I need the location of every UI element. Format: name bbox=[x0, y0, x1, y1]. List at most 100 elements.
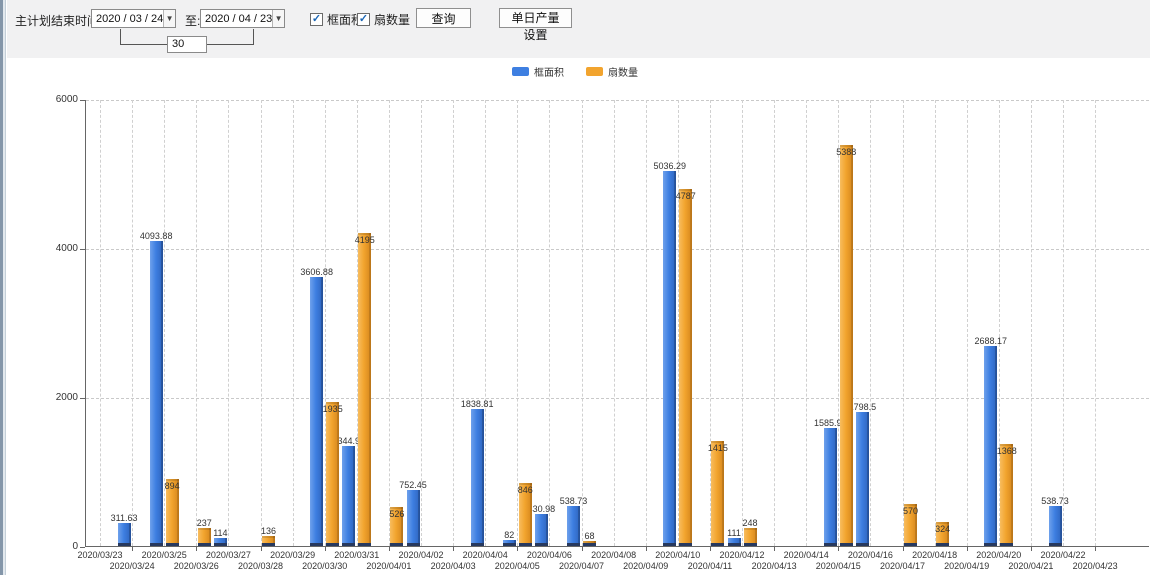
y-axis-tick bbox=[80, 398, 85, 399]
chevron-down-icon[interactable]: ▼ bbox=[272, 10, 284, 27]
x-axis-tick bbox=[324, 547, 326, 551]
gridline-vertical bbox=[934, 100, 936, 546]
bar-value-label: 311.63 bbox=[110, 512, 138, 523]
bar-frame-area bbox=[502, 539, 516, 547]
x-axis-label: 2020/04/09 bbox=[623, 561, 669, 571]
plan-end-time-label: 主计划结束时间: bbox=[15, 14, 103, 28]
fan-count-checkbox-label: 扇数量 bbox=[374, 13, 411, 27]
bar-frame-area bbox=[149, 241, 163, 546]
bar-frame-area bbox=[470, 409, 484, 546]
y-axis-label: 0 bbox=[72, 541, 78, 552]
gridline-vertical bbox=[517, 100, 519, 546]
bar-value-label: 82 bbox=[504, 529, 515, 540]
bar-chart-plot-area: 0 2000 4000 6000 2020/03/23 2020/03/24 2020/03… bbox=[56, 94, 1149, 571]
bar-fan-count bbox=[711, 440, 725, 547]
x-axis-label: 2020/04/13 bbox=[751, 561, 797, 571]
x-axis-label: 2020/04/21 bbox=[1008, 561, 1054, 571]
y-axis-label: 2000 bbox=[55, 392, 78, 403]
gridline-vertical bbox=[581, 100, 583, 546]
bar-fan-count bbox=[518, 482, 532, 547]
x-axis-label: 2020/03/31 bbox=[334, 550, 380, 560]
bar-fan-count bbox=[679, 189, 693, 546]
bar-value-label: 114 bbox=[213, 527, 228, 538]
x-axis-tick bbox=[838, 547, 840, 551]
x-axis-label: 2020/03/25 bbox=[141, 550, 187, 560]
gridline-vertical bbox=[100, 100, 101, 546]
connector-line bbox=[253, 29, 254, 45]
bar-value-label: 324 bbox=[935, 523, 951, 534]
x-axis-label: 2020/04/04 bbox=[462, 550, 508, 560]
interval-days-input[interactable]: 30 bbox=[167, 36, 207, 53]
x-axis-tick bbox=[966, 547, 968, 551]
x-axis-label: 2020/04/11 bbox=[687, 561, 733, 571]
checkbox-checked-icon: ✓ bbox=[357, 13, 370, 26]
bar-value-label: 538.73 bbox=[1041, 495, 1069, 506]
gridline-vertical bbox=[421, 100, 422, 546]
bar-value-label: 430.98 bbox=[527, 503, 556, 514]
gridline-vertical bbox=[549, 100, 551, 546]
x-axis-tick bbox=[581, 547, 583, 551]
bar-value-label: 1344.95 bbox=[332, 435, 366, 446]
checkbox-checked-icon: ✓ bbox=[310, 13, 323, 26]
bar-value-label: 5036.29 bbox=[653, 160, 687, 171]
gridline-vertical bbox=[292, 100, 294, 546]
y-axis-tick bbox=[80, 100, 85, 101]
bar-frame-area bbox=[855, 412, 869, 546]
x-axis-label: 2020/03/24 bbox=[109, 561, 155, 571]
bar-fan-count bbox=[743, 527, 757, 547]
gridline-vertical bbox=[774, 100, 776, 546]
y-axis-tick bbox=[80, 249, 85, 250]
x-axis-label: 2020/04/22 bbox=[1040, 550, 1086, 560]
gridline-horizontal bbox=[86, 398, 1149, 399]
y-axis-label: 6000 bbox=[55, 94, 78, 105]
bar-fan-count bbox=[839, 144, 853, 547]
legend-item-fan-count[interactable]: 扇数量 bbox=[586, 64, 638, 79]
left-edge-panel bbox=[0, 0, 6, 575]
x-axis-tick bbox=[260, 547, 262, 551]
end-date-combobox[interactable]: 2020 / 04 / 23 ▼ bbox=[200, 9, 285, 28]
query-button[interactable]: 查询 bbox=[416, 8, 471, 28]
x-axis-tick bbox=[1030, 547, 1032, 551]
x-axis-label: 2020/04/16 bbox=[847, 550, 893, 560]
x-axis-tick bbox=[132, 547, 134, 551]
bar-value-label: 1585.96 bbox=[814, 417, 847, 428]
chevron-down-icon[interactable]: ▼ bbox=[163, 10, 175, 27]
legend-label: 框面积 bbox=[534, 68, 564, 79]
x-axis-label: 2020/04/10 bbox=[655, 550, 701, 560]
bar-value-label: 1415 bbox=[707, 442, 728, 453]
x-axis-tick bbox=[902, 547, 904, 551]
to-label: 至: bbox=[185, 14, 201, 28]
gridline-horizontal bbox=[86, 249, 1149, 250]
x-axis-tick bbox=[774, 547, 776, 551]
gridline-vertical bbox=[228, 100, 230, 546]
bar-frame-area bbox=[342, 445, 356, 547]
legend-item-frame-area[interactable]: 框面积 bbox=[512, 64, 564, 79]
gridline-vertical bbox=[485, 100, 487, 546]
x-axis-tick bbox=[709, 547, 711, 551]
daily-output-settings-button[interactable]: 单日产量设置 bbox=[499, 8, 572, 42]
bar-frame-area bbox=[823, 427, 837, 547]
gridline-vertical bbox=[870, 100, 872, 546]
gridline-vertical bbox=[966, 100, 968, 546]
bar-frame-area bbox=[1048, 505, 1062, 547]
bar-frame-area bbox=[310, 277, 324, 546]
bar-value-label: 752.45 bbox=[399, 479, 427, 490]
bar-fan-count bbox=[197, 528, 211, 546]
gridline-vertical bbox=[356, 100, 358, 546]
start-date-combobox[interactable]: 2020 / 03 / 24 ▼ bbox=[91, 9, 176, 28]
x-axis-label: 2020/04/20 bbox=[976, 550, 1022, 560]
bar-frame-area bbox=[567, 505, 580, 547]
bar-value-label: 5388 bbox=[836, 146, 857, 157]
fan-count-checkbox[interactable]: ✓ 扇数量 bbox=[357, 11, 410, 28]
gridline-vertical bbox=[806, 100, 808, 546]
x-axis-label: 2020/04/01 bbox=[366, 561, 412, 571]
legend-label: 扇数量 bbox=[608, 68, 638, 79]
bar-value-label: 248 bbox=[742, 517, 758, 528]
gridline-vertical bbox=[645, 100, 647, 546]
bar-value-label: 237 bbox=[196, 518, 212, 529]
bar-value-label: 2688.17 bbox=[974, 335, 1008, 346]
frame-area-checkbox[interactable]: ✓ 框面积 bbox=[310, 11, 363, 28]
bar-value-label: 846 bbox=[517, 484, 533, 495]
bar-fan-count bbox=[583, 540, 596, 547]
